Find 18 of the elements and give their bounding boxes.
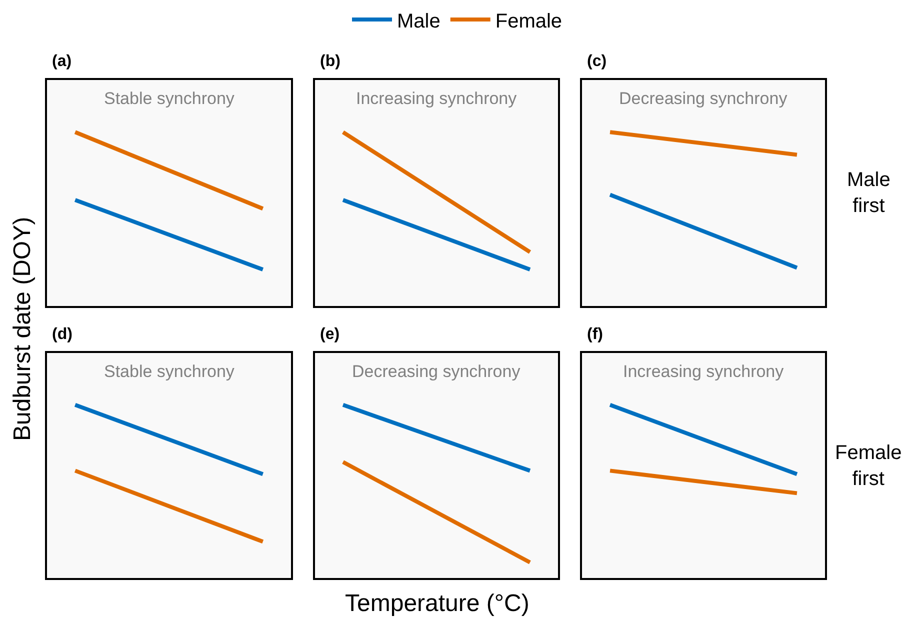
chart-subtitle: Stable synchrony xyxy=(104,362,235,381)
chart-subtitle: Increasing synchrony xyxy=(623,362,784,381)
text: Female first xyxy=(835,442,902,490)
x-axis-title: Temperature (°C) xyxy=(345,590,530,617)
chart-title: (d) xyxy=(52,326,72,343)
legend-label: Female xyxy=(495,10,562,32)
chart-title: (f) xyxy=(587,326,603,343)
chart-title: (b) xyxy=(320,53,340,70)
y-axis-title: Budburst date (DOY) xyxy=(9,216,36,441)
chart-title: (c) xyxy=(587,53,607,70)
chart-subtitle: Stable synchrony xyxy=(104,89,235,108)
legend-label: Male xyxy=(397,10,440,32)
chart-subtitle: Decreasing synchrony xyxy=(352,362,521,381)
chart-title: (e) xyxy=(320,326,340,343)
chart-subtitle: Increasing synchrony xyxy=(356,89,518,108)
chart-title: (a) xyxy=(52,53,72,70)
text: Male first xyxy=(847,169,890,217)
chart-subtitle: Decreasing synchrony xyxy=(619,89,788,108)
